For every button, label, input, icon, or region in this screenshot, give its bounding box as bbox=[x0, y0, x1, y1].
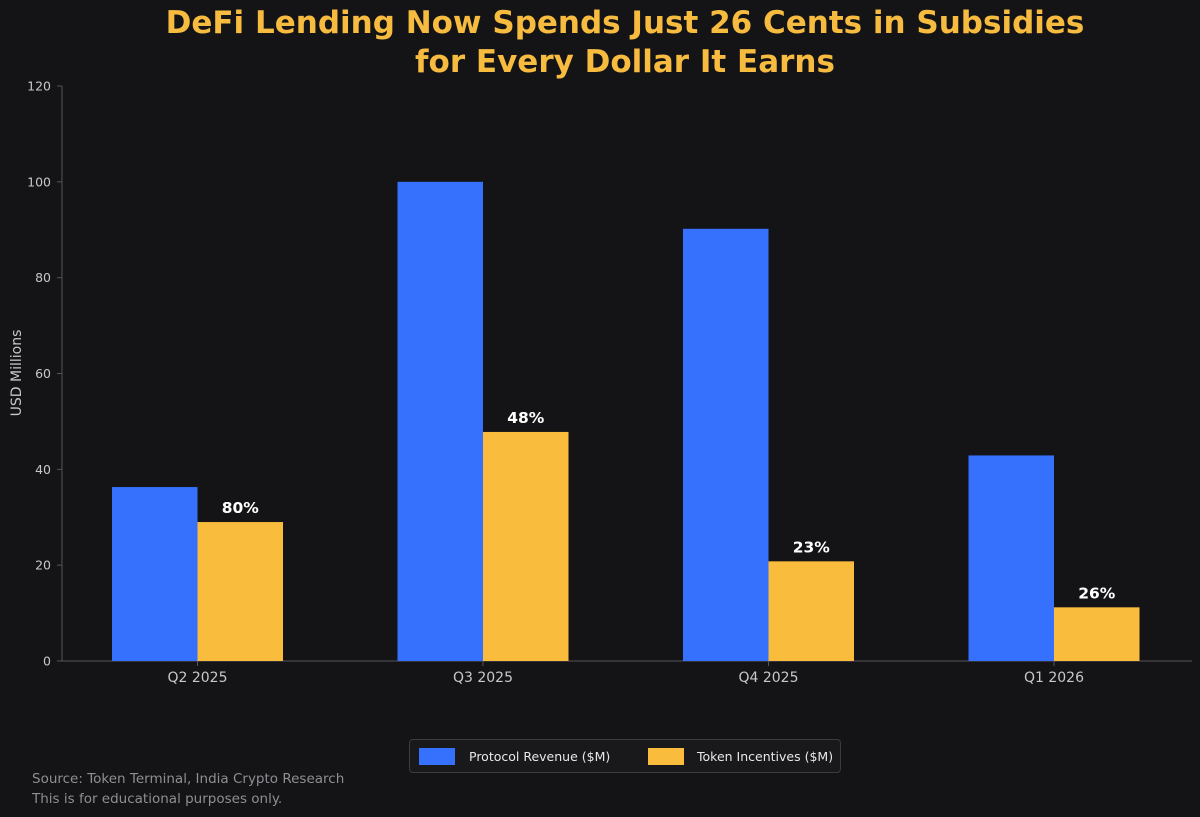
bar-token-incentives-m bbox=[768, 561, 854, 661]
bar-protocol-revenue-m bbox=[683, 228, 769, 661]
x-tick-label: Q1 2026 bbox=[1024, 670, 1084, 686]
bar-protocol-revenue-m bbox=[397, 181, 483, 662]
legend-swatch-protocol-revenue bbox=[419, 748, 455, 765]
chart-title-line-2: for Every Dollar It Earns bbox=[415, 44, 835, 80]
bar-protocol-revenue-m bbox=[112, 487, 198, 661]
y-axis: 0 20 40 60 80 100 120 bbox=[27, 79, 63, 669]
y-axis-title: USD Millions bbox=[9, 330, 25, 417]
x-tick-label: Q2 2025 bbox=[167, 670, 227, 686]
data-label: 26% bbox=[1078, 584, 1116, 602]
x-tick-label: Q3 2025 bbox=[453, 670, 513, 686]
legend-swatch-token-incentives bbox=[648, 748, 684, 765]
legend-label-token-incentives: Token Incentives ($M) bbox=[697, 749, 834, 764]
data-label: 48% bbox=[507, 409, 545, 427]
chart-title-line-1: DeFi Lending Now Spends Just 26 Cents in… bbox=[165, 5, 1085, 41]
y-tick-label: 40 bbox=[35, 462, 51, 477]
x-tick-label: Q4 2025 bbox=[738, 670, 798, 686]
y-tick-label: 60 bbox=[35, 366, 51, 381]
x-axis: Q2 2025 Q3 2025 Q4 2025 Q1 2026 bbox=[62, 660, 1192, 686]
data-label: 80% bbox=[222, 499, 260, 517]
y-tick-label: 120 bbox=[27, 79, 51, 94]
bar-token-incentives-m bbox=[483, 431, 569, 661]
y-tick-label: 80 bbox=[35, 270, 51, 285]
legend-label-protocol-revenue: Protocol Revenue ($M) bbox=[469, 749, 611, 764]
source-note: Source: Token Terminal, India Crypto Res… bbox=[32, 771, 345, 787]
bars bbox=[112, 181, 1140, 662]
data-labels: 80% 48% 23% 26% bbox=[222, 409, 1116, 602]
y-tick-label: 0 bbox=[43, 654, 51, 669]
y-tick-label: 100 bbox=[27, 174, 51, 189]
bar-token-incentives-m bbox=[1054, 607, 1140, 661]
bar-protocol-revenue-m bbox=[968, 455, 1054, 661]
bar-token-incentives-m bbox=[197, 522, 283, 661]
chart-legend: Protocol Revenue ($M) Token Incentives (… bbox=[409, 739, 841, 773]
y-tick-label: 20 bbox=[35, 558, 51, 573]
data-label: 23% bbox=[793, 538, 831, 556]
disclaimer-note: This is for educational purposes only. bbox=[32, 791, 283, 807]
